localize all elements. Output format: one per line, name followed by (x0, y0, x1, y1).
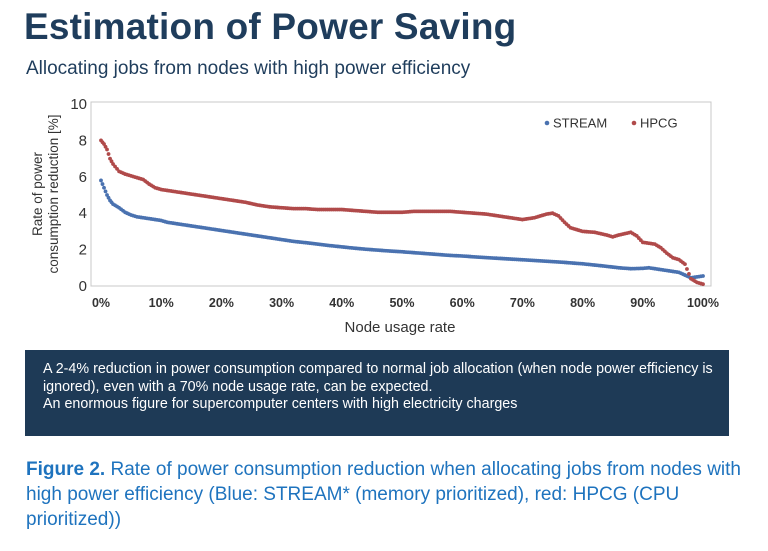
series-layer (99, 138, 705, 287)
x-tick-label: 70% (510, 296, 535, 310)
hpcg-point (687, 271, 691, 276)
legend: STREAM HPCG (544, 116, 678, 131)
x-tick-label: 90% (630, 296, 655, 310)
legend-label-hpcg: HPCG (640, 116, 678, 131)
figure-label: Figure 2. (26, 459, 106, 480)
x-tick-label: 20% (209, 296, 234, 310)
y-tick-label: 0 (79, 278, 87, 295)
x-tick-label: 40% (329, 296, 354, 310)
x-tick-label: 80% (570, 296, 595, 310)
x-tick-label: 100% (687, 296, 719, 310)
hpcg-point (685, 267, 689, 271)
y-axis-title-line1: Rate of power (30, 151, 45, 236)
power-saving-chart: 0 2 4 6 8 10 0% 10% 20% 30% 40% 50% 60% 70% 80% 90% 100… (30, 96, 719, 336)
stream-point (100, 182, 105, 186)
y-tick-label: 10 (70, 96, 87, 113)
figure-caption-text: Rate of power consumption reduction when… (26, 459, 741, 530)
stream-point (99, 178, 103, 183)
summary-box: A 2-4% reduction in power consumption co… (25, 350, 729, 436)
x-tick-label: 50% (389, 296, 414, 310)
page-subtitle: Allocating jobs from nodes with high pow… (26, 58, 471, 79)
y-tick-label: 4 (79, 205, 87, 222)
legend-marker-stream (544, 120, 550, 126)
series-hpcg (99, 138, 705, 287)
stream-point (701, 274, 705, 278)
hpcg-point (106, 152, 111, 156)
hpcg-point (105, 147, 109, 152)
hpcg-point (683, 262, 687, 267)
x-tick-label: 10% (149, 296, 174, 310)
page-title: Estimation of Power Saving (24, 6, 517, 47)
summary-line-1: A 2-4% reduction in power consumption co… (43, 361, 713, 395)
hpcg-point (701, 282, 705, 287)
x-tick-label: 60% (450, 296, 475, 310)
figure-caption: Figure 2. Rate of power consumption redu… (26, 457, 742, 532)
legend-label-stream: STREAM (553, 116, 607, 131)
legend-marker-hpcg (631, 120, 637, 126)
summary-line-2: An enormous figure for supercomputer cen… (43, 396, 518, 413)
x-axis-title: Node usage rate (345, 319, 456, 336)
x-axis: 0% 10% 20% 30% 40% 50% 60% 70% 80% 90% 100% (92, 296, 719, 310)
series-stream (99, 178, 705, 280)
y-axis: 0 2 4 6 8 10 (70, 96, 87, 295)
x-tick-label: 0% (92, 296, 110, 310)
y-tick-label: 8 (79, 132, 87, 149)
y-axis-title-line2: consumption reduction [%] (46, 114, 61, 273)
x-tick-label: 30% (269, 296, 294, 310)
stream-point (102, 185, 106, 190)
y-axis-title: Rate of power consumption reduction [%] (30, 114, 61, 273)
y-tick-label: 2 (79, 242, 87, 259)
y-tick-label: 6 (79, 169, 87, 186)
stream-point (103, 189, 108, 194)
